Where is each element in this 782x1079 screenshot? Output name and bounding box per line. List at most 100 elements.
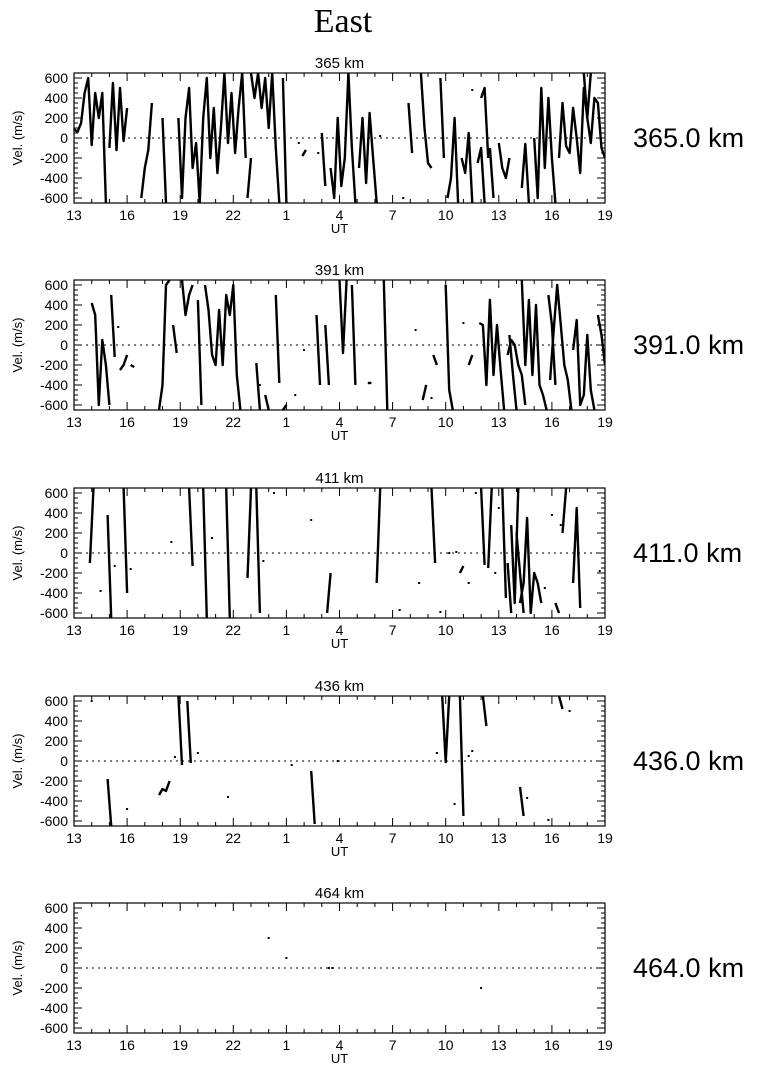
x-tick-label: 16 <box>544 414 560 430</box>
series-line-segment <box>108 81 129 152</box>
data-point <box>117 326 120 328</box>
x-tick-label: 19 <box>597 207 613 223</box>
x-tick-label: 13 <box>66 830 82 846</box>
x-tick-label: 16 <box>119 1037 135 1053</box>
data-point <box>497 507 500 509</box>
x-tick-label: 16 <box>119 414 135 430</box>
series-line-segment <box>202 488 208 618</box>
x-tick-label: 10 <box>438 830 454 846</box>
x-tick-label: 19 <box>172 622 188 638</box>
data-point <box>453 803 456 805</box>
x-tick-label: 16 <box>119 830 135 846</box>
x-tick-label: 16 <box>544 207 560 223</box>
data-point <box>129 568 132 570</box>
data-point <box>303 349 306 351</box>
chart-panel-2: 411 km 13 16 19 22 1 4 7 10 13 16 19 UT -600 -400 -200 0… <box>10 470 742 651</box>
altitude-label: 391.0 km <box>633 330 744 360</box>
y-tick-label: -200 <box>40 565 68 581</box>
data-point <box>467 755 470 757</box>
plot-frame <box>73 487 606 619</box>
series-line-segment <box>315 314 322 386</box>
plot-area <box>267 937 483 989</box>
y-tick-label: 600 <box>45 485 69 501</box>
data-point <box>317 152 320 154</box>
x-tick-label: 13 <box>66 1037 82 1053</box>
data-point <box>211 537 214 539</box>
y-tick-label: -400 <box>40 1000 68 1016</box>
y-tick-label: 400 <box>45 713 69 729</box>
data-point <box>494 572 497 574</box>
series-line-segment <box>74 76 108 203</box>
panel-title: 391 km <box>315 262 364 279</box>
x-axis-label: UT <box>331 844 348 859</box>
data-point <box>480 987 483 989</box>
data-point <box>126 808 129 810</box>
y-tick-label: 200 <box>45 110 69 126</box>
data-point <box>173 756 176 758</box>
series-line-segment <box>488 147 495 199</box>
y-tick-label: 0 <box>60 337 68 353</box>
x-tick-label: 7 <box>389 414 397 430</box>
series-line-segment <box>501 488 508 599</box>
plot-frame <box>73 695 606 827</box>
series-line-segment <box>130 363 135 369</box>
x-tick-label: 1 <box>283 1037 291 1053</box>
x-tick-label: 19 <box>597 622 613 638</box>
x-tick-label: 19 <box>597 830 613 846</box>
y-tick-label: 200 <box>45 733 69 749</box>
series-line-segment <box>119 354 129 371</box>
x-axis-label: UT <box>331 1051 348 1066</box>
altitude-label: 436.0 km <box>633 746 744 776</box>
x-tick-label: 10 <box>438 1037 454 1053</box>
data-point <box>598 570 601 572</box>
y-tick-label: -600 <box>40 605 68 621</box>
series-line-segment <box>177 696 184 766</box>
series-line-segment <box>186 700 192 764</box>
x-tick-label: 22 <box>226 830 242 846</box>
plot-area <box>74 73 605 203</box>
series-line-segment <box>554 602 561 614</box>
data-point <box>196 752 199 754</box>
y-tick-label: 400 <box>45 297 69 313</box>
data-point <box>262 560 265 562</box>
y-tick-label: -400 <box>40 585 68 601</box>
x-tick-label: 7 <box>389 207 397 223</box>
data-point <box>550 514 553 516</box>
x-tick-label: 10 <box>438 207 454 223</box>
x-tick-label: 22 <box>226 1037 242 1053</box>
series-line-segment <box>481 696 488 727</box>
y-tick-label: -200 <box>40 773 68 789</box>
data-point <box>273 492 276 494</box>
chart-panel-0: 365 km 13 16 19 22 1 4 7 10 13 16 19 UT -600 -400 -200 0… <box>10 55 744 236</box>
series-line-segment <box>301 149 307 157</box>
x-tick-label: 4 <box>336 207 344 223</box>
plot-area <box>90 696 571 826</box>
series-line-segment <box>557 86 605 175</box>
y-tick-label: 600 <box>45 693 69 709</box>
x-tick-label: 16 <box>544 622 560 638</box>
plot-area <box>88 488 601 618</box>
y-tick-label: 400 <box>45 505 69 521</box>
series-line-segment <box>571 318 596 410</box>
x-tick-label: 16 <box>544 830 560 846</box>
x-tick-label: 13 <box>491 207 507 223</box>
x-tick-label: 10 <box>438 622 454 638</box>
x-tick-label: 10 <box>438 414 454 430</box>
x-tick-label: 22 <box>226 207 242 223</box>
y-axis-label: Vel. (m/s) <box>10 526 25 581</box>
x-tick-label: 16 <box>544 1037 560 1053</box>
series-line-segment <box>596 314 605 366</box>
series-line-segment <box>255 362 262 410</box>
series-line-segment <box>497 142 511 180</box>
plot-area <box>90 280 605 410</box>
y-axis-label: Vel. (m/s) <box>10 941 25 996</box>
series-line-segment <box>518 516 543 615</box>
series-line-segment <box>350 284 357 386</box>
chart-panel-4: 464 km 13 16 19 22 1 4 7 10 13 16 19 UT -600 -400 -200 0… <box>10 885 744 1066</box>
series-line-segment <box>196 299 203 406</box>
x-tick-label: 16 <box>119 207 135 223</box>
y-tick-label: -200 <box>40 980 68 996</box>
series-line-segment <box>520 142 531 203</box>
series-line-segment <box>421 384 428 401</box>
